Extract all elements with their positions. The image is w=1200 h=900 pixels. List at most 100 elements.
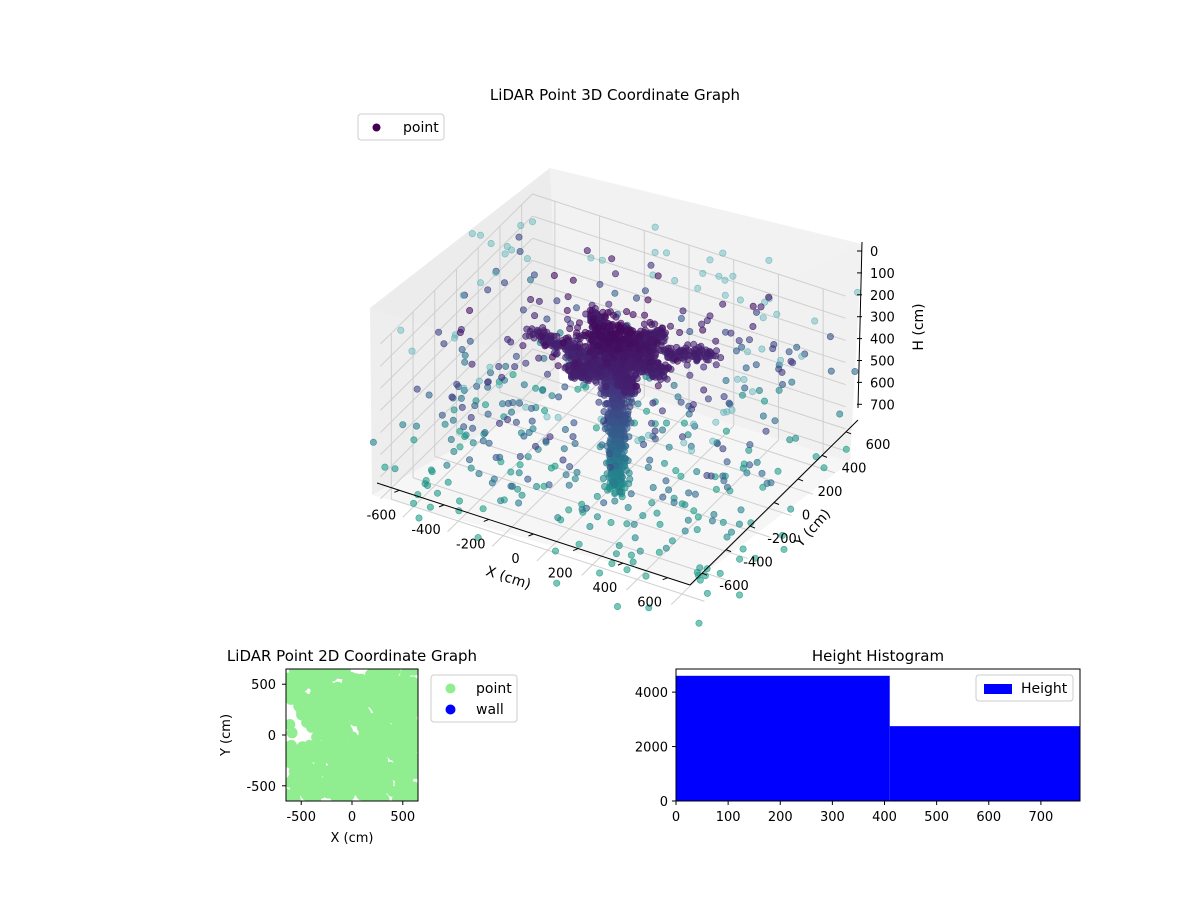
data-point-3d [723, 483, 731, 491]
data-point-3d [615, 338, 623, 346]
data-point-3d [666, 322, 674, 330]
x-tick-3d [394, 489, 400, 493]
x-tick-3d [528, 533, 534, 537]
data-point-3d [654, 382, 662, 390]
data-point-3d [586, 306, 594, 314]
data-point-3d [634, 355, 642, 363]
chart-3d-title: LiDAR Point 3D Coordinate Graph [490, 86, 740, 104]
data-point-3d [684, 516, 692, 524]
y-tick-label-2d: -500 [246, 780, 276, 795]
data-point-3d [658, 324, 666, 332]
data-point-3d [627, 490, 635, 498]
data-point-2d [408, 752, 418, 764]
legend-3d: point [357, 113, 445, 141]
data-point-3d [595, 398, 603, 406]
data-point-2d [340, 794, 352, 801]
data-point-2d [380, 708, 392, 720]
data-point-3d [528, 218, 536, 226]
data-point-3d [438, 411, 446, 419]
data-point-3d [778, 380, 786, 388]
grid-3d [380, 193, 846, 606]
data-point-3d [512, 352, 520, 360]
data-point-3d [744, 348, 752, 356]
data-point-3d [601, 425, 609, 433]
data-point-3d [624, 503, 632, 511]
x-tick-label-hist: 200 [768, 810, 793, 825]
chart-2d-title: LiDAR Point 2D Coordinate Graph [227, 647, 477, 665]
data-point-3d [487, 240, 495, 248]
data-point-3d [450, 447, 458, 455]
data-point-3d [681, 501, 689, 509]
data-point-3d [563, 315, 571, 323]
data-point-2d [373, 783, 385, 795]
data-point-2d [356, 789, 368, 801]
data-point-3d [716, 569, 724, 577]
data-point-2d [365, 679, 377, 690]
axis-ticks-hist: 0 100 200 300 400 500 600 700 0 2000 4000 [635, 686, 1053, 825]
data-point-2d [303, 765, 315, 777]
z-tick-label-3d: 600 [870, 376, 895, 391]
data-point-3d [543, 413, 551, 421]
data-point-3d [763, 479, 771, 487]
data-point-3d [615, 541, 623, 549]
data-point-2d [362, 727, 374, 739]
data-point-3d [533, 482, 541, 490]
data-point-3d [706, 312, 714, 320]
data-point-3d [425, 391, 433, 399]
z-tick-label-3d: 100 [870, 267, 895, 282]
data-point-3d [488, 479, 496, 487]
data-point-2d [410, 669, 418, 675]
data-point-3d [546, 433, 554, 441]
data-point-2d [378, 669, 390, 678]
data-point-3d [694, 513, 702, 521]
axis-ticks-3d: -600 -400 -200 0 200 400 600 -600 -400 -200 0 200 40… [367, 245, 895, 611]
data-point-3d [553, 349, 561, 357]
data-point-2d [346, 773, 358, 785]
data-point-3d [654, 272, 662, 280]
data-point-3d [653, 339, 661, 347]
data-point-3d [778, 368, 786, 376]
data-point-3d [450, 406, 458, 414]
data-point-3d [616, 488, 624, 496]
data-point-3d [642, 342, 650, 350]
data-point-3d [413, 385, 421, 393]
data-point-3d [630, 360, 638, 368]
data-point-3d [761, 298, 769, 306]
data-point-2d [394, 699, 406, 711]
x-tick-label-3d: -600 [367, 508, 397, 523]
data-point-3d [620, 386, 628, 394]
data-point-3d [620, 454, 628, 462]
x-tick-label-3d: 400 [593, 581, 618, 596]
data-point-3d [620, 479, 628, 487]
data-point-3d [586, 347, 594, 355]
legend-hist-box [975, 674, 1074, 702]
data-point-3d [573, 329, 581, 337]
data-point-3d [751, 554, 759, 562]
data-point-3d [628, 398, 636, 406]
data-point-3d [504, 399, 512, 407]
data-point-3d [571, 475, 579, 483]
data-point-3d [606, 463, 614, 471]
data-point-2d [310, 751, 322, 763]
data-point-3d [587, 336, 595, 344]
data-point-3d [608, 347, 616, 355]
data-point-2d [288, 790, 300, 801]
data-point-3d [608, 388, 616, 396]
y-tick-label-3d: -400 [743, 556, 773, 571]
data-point-3d [579, 369, 587, 377]
data-point-3d [408, 347, 416, 355]
x-tick-label-hist: 300 [820, 810, 845, 825]
data-point-2d [338, 669, 349, 677]
data-point-3d [586, 522, 594, 530]
x-tick-label-3d: -400 [411, 523, 441, 538]
data-point-3d [381, 463, 389, 471]
data-point-3d [444, 478, 452, 486]
data-point-3d [476, 231, 484, 239]
data-point-3d [612, 372, 620, 380]
data-point-2d [301, 755, 313, 766]
data-point-3d [670, 498, 678, 506]
data-point-3d [660, 372, 668, 380]
data-point-3d [573, 468, 581, 476]
data-point-3d [757, 303, 765, 311]
data-point-3d [658, 330, 666, 338]
